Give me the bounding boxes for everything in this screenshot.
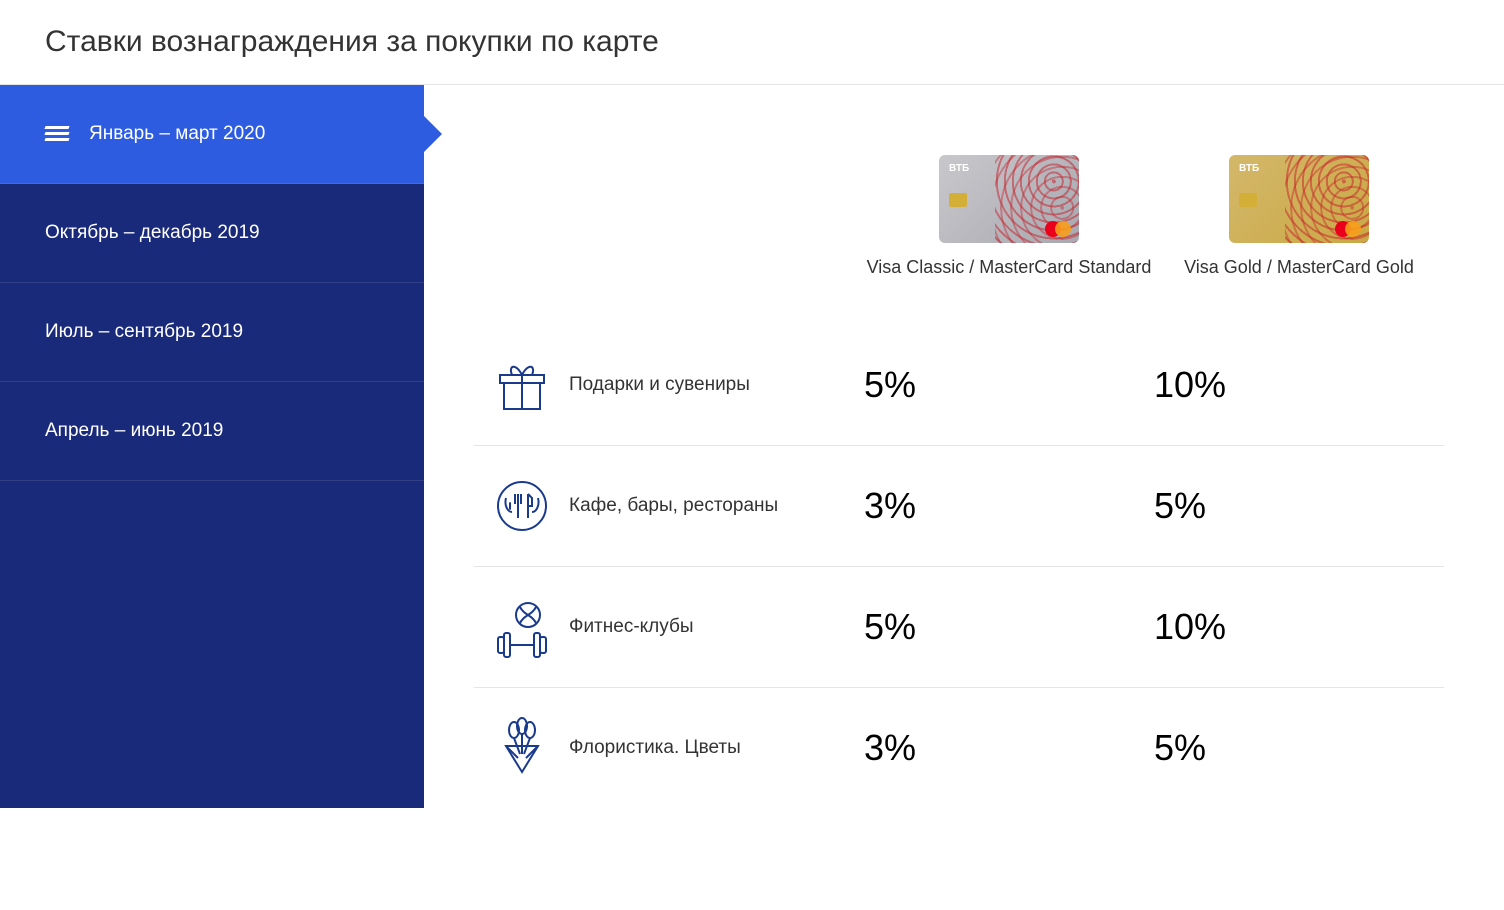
sidebar-item-label: Октябрь – декабрь 2019 xyxy=(45,222,260,243)
table-row: Фитнес-клубы 5% 10% xyxy=(474,567,1444,688)
card-image-gold: ВТБ xyxy=(1229,155,1369,243)
container: Январь – март 2020 Октябрь – декабрь 201… xyxy=(0,85,1504,808)
category-label: Флористика. Цветы xyxy=(569,735,864,762)
category-label: Кафе, бары, рестораны xyxy=(569,493,864,520)
table-row: Подарки и сувениры 5% 10% xyxy=(474,325,1444,446)
menu-icon xyxy=(45,126,69,142)
sidebar: Январь – март 2020 Октябрь – декабрь 201… xyxy=(0,85,424,808)
table-row: Кафе, бары, рестораны 3% 5% xyxy=(474,446,1444,567)
card-image-silver: ВТБ xyxy=(939,155,1079,243)
card-brand-logo: ВТБ xyxy=(949,163,969,174)
sidebar-item-period-4[interactable]: Апрель – июнь 2019 xyxy=(0,382,424,481)
sidebar-item-label: Апрель – июнь 2019 xyxy=(45,420,223,441)
sidebar-item-period-1[interactable]: Январь – март 2020 xyxy=(0,85,424,184)
category-label: Подарки и сувениры xyxy=(569,372,864,399)
page-title: Ставки вознаграждения за покупки по карт… xyxy=(0,0,1504,84)
sidebar-item-label: Январь – март 2020 xyxy=(89,123,265,145)
gift-icon xyxy=(474,353,569,417)
value-classic: 3% xyxy=(864,727,1154,769)
card-brand-logo: ВТБ xyxy=(1239,163,1259,174)
value-classic: 5% xyxy=(864,364,1154,406)
value-classic: 3% xyxy=(864,485,1154,527)
mastercard-icon xyxy=(1045,221,1071,237)
card-chip-icon xyxy=(949,193,967,207)
card-chip-icon xyxy=(1239,193,1257,207)
mastercard-icon xyxy=(1335,221,1361,237)
dining-icon xyxy=(474,474,569,538)
sidebar-item-label: Июль – сентябрь 2019 xyxy=(45,321,243,342)
sidebar-item-period-2[interactable]: Октябрь – декабрь 2019 xyxy=(0,184,424,283)
fitness-icon xyxy=(474,595,569,659)
card-column-classic: ВТБ Visa Classic / MasterCard Standard xyxy=(864,155,1154,280)
value-gold: 10% xyxy=(1154,606,1444,648)
value-gold: 5% xyxy=(1154,485,1444,527)
sidebar-item-period-3[interactable]: Июль – сентябрь 2019 xyxy=(0,283,424,382)
cards-header: ВТБ Visa Classic / MasterCard Standard В… xyxy=(474,155,1444,280)
value-gold: 5% xyxy=(1154,727,1444,769)
main-content: ВТБ Visa Classic / MasterCard Standard В… xyxy=(424,85,1504,808)
value-classic: 5% xyxy=(864,606,1154,648)
table-row: Флористика. Цветы 3% 5% xyxy=(474,688,1444,808)
card-column-gold: ВТБ Visa Gold / MasterCard Gold xyxy=(1154,155,1444,280)
card-label-classic: Visa Classic / MasterCard Standard xyxy=(864,255,1154,280)
card-label-gold: Visa Gold / MasterCard Gold xyxy=(1154,255,1444,280)
flowers-icon xyxy=(474,716,569,780)
value-gold: 10% xyxy=(1154,364,1444,406)
category-label: Фитнес-клубы xyxy=(569,614,864,641)
